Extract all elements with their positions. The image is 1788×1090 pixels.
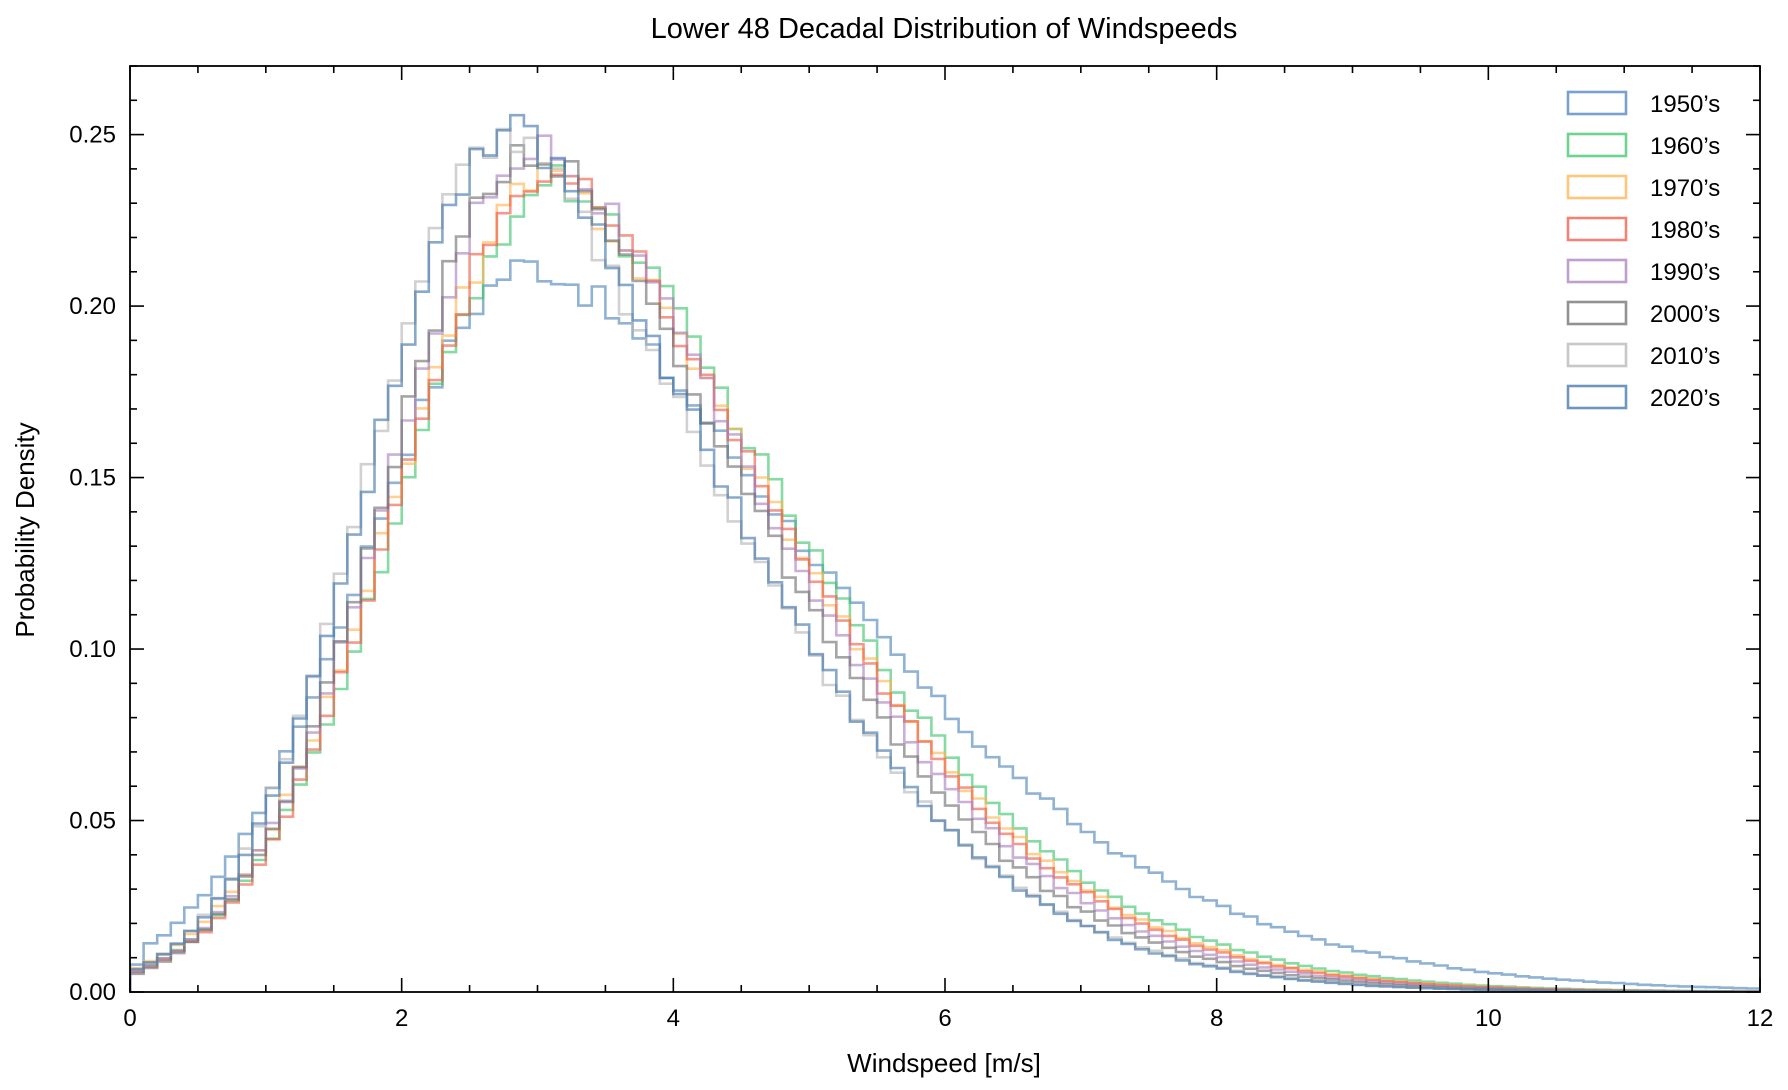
y-axis-label: Probability Density — [10, 422, 40, 637]
series-line-3 — [130, 173, 1760, 992]
y-tick-label: 0.10 — [69, 636, 116, 663]
legend-swatch-7 — [1566, 384, 1628, 410]
legend-label-1: 1960’s — [1650, 133, 1720, 160]
legend-label-5: 2000’s — [1650, 301, 1720, 328]
x-tick-label: 4 — [667, 1005, 680, 1032]
x-tick-label: 2 — [395, 1005, 408, 1032]
legend-swatch-0 — [1566, 90, 1628, 116]
y-tick-label: 0.15 — [69, 465, 116, 492]
series-line-7 — [130, 113, 1760, 992]
x-axis-label: Windspeed [m/s] — [847, 1048, 1041, 1078]
legend-label-7: 2020’s — [1650, 385, 1720, 412]
legend-label-0: 1950’s — [1650, 91, 1720, 118]
y-tick-label: 0.05 — [69, 808, 116, 835]
y-tick-label: 0.25 — [69, 122, 116, 149]
plot-area — [130, 113, 1760, 992]
legend-swatch-1 — [1566, 132, 1628, 158]
x-tick-label: 6 — [938, 1005, 951, 1032]
y-tick-label: 0.00 — [69, 979, 116, 1006]
legend-label-2: 1970’s — [1650, 175, 1720, 202]
series-line-0 — [130, 259, 1760, 992]
legend-label-6: 2010’s — [1650, 343, 1720, 370]
legend-swatch-4 — [1566, 258, 1628, 284]
legend-label-4: 1990’s — [1650, 259, 1720, 286]
y-tick-label: 0.20 — [69, 293, 116, 320]
x-tick-label: 10 — [1475, 1005, 1502, 1032]
x-tick-label: 8 — [1210, 1005, 1223, 1032]
legend-swatch-5 — [1566, 300, 1628, 326]
x-tick-label: 12 — [1747, 1005, 1774, 1032]
chart-title: Lower 48 Decadal Distribution of Windspe… — [651, 13, 1238, 45]
legend-swatch-6 — [1566, 342, 1628, 368]
legend-swatch-3 — [1566, 216, 1628, 242]
axis-ticks: 0 2 4 6 8 10 12 0.00 0.05 0.10 0.15 0.20 0.25 — [69, 65, 1774, 1032]
legend-label-3: 1980’s — [1650, 217, 1720, 244]
legend: 1950’s 1960’s 1970’s 1980’s 1990’s 2000’s 2010… — [1566, 90, 1720, 412]
legend-swatch-2 — [1566, 174, 1628, 200]
x-tick-label: 0 — [123, 1005, 136, 1032]
